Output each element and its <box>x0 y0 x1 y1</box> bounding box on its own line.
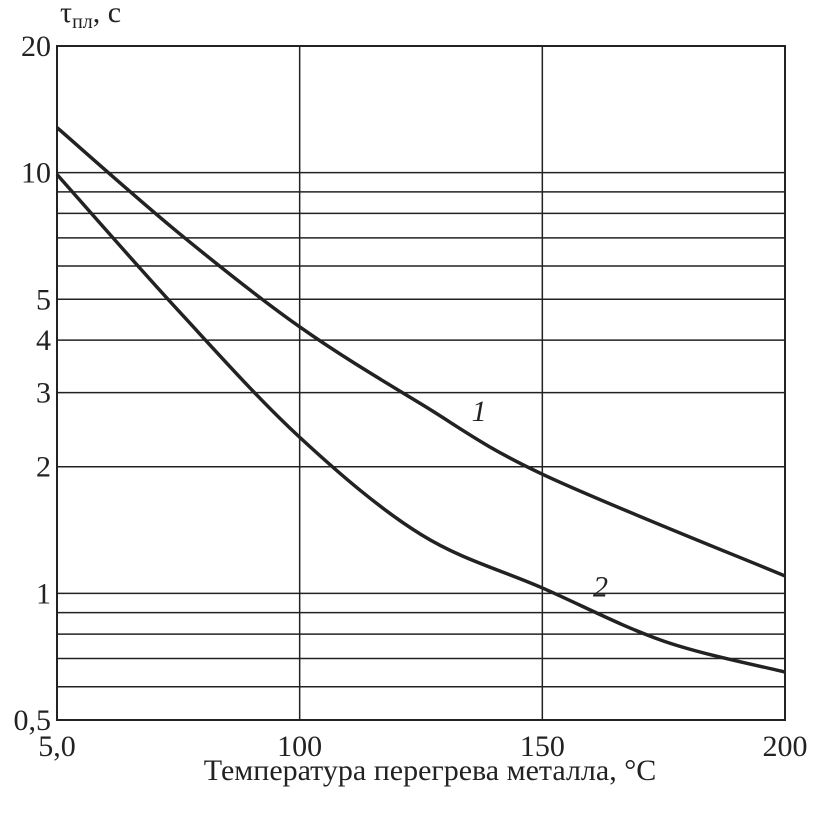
y-tick-label: 5 <box>36 283 51 316</box>
x-axis-title: Температура перегрева металла, °С <box>204 754 656 787</box>
y-label-unit: , с <box>93 0 121 29</box>
x-tick-label: 150 <box>520 730 565 763</box>
curve <box>55 173 786 674</box>
y-tick-label: 0,5 <box>14 704 52 737</box>
curve <box>55 126 786 578</box>
curve-label: 2 <box>593 571 608 604</box>
y-tick-label: 3 <box>36 377 51 410</box>
y-tick-label: 20 <box>21 30 51 63</box>
x-tick-label: 100 <box>277 730 322 763</box>
y-tick-label: 4 <box>36 324 51 357</box>
plot-frame <box>56 45 786 721</box>
curve-label: 1 <box>472 395 487 428</box>
x-tick-label: 200 <box>763 730 808 763</box>
y-tick-label: 10 <box>21 157 51 190</box>
y-tick-label: 2 <box>36 451 51 484</box>
y-axis-title: τпл, с <box>60 0 121 33</box>
y-label-subscript: пл <box>72 11 93 33</box>
x-tick-label: 5,0 <box>38 730 76 763</box>
y-label-symbol: τ <box>60 0 72 29</box>
y-tick-label: 1 <box>36 577 51 610</box>
